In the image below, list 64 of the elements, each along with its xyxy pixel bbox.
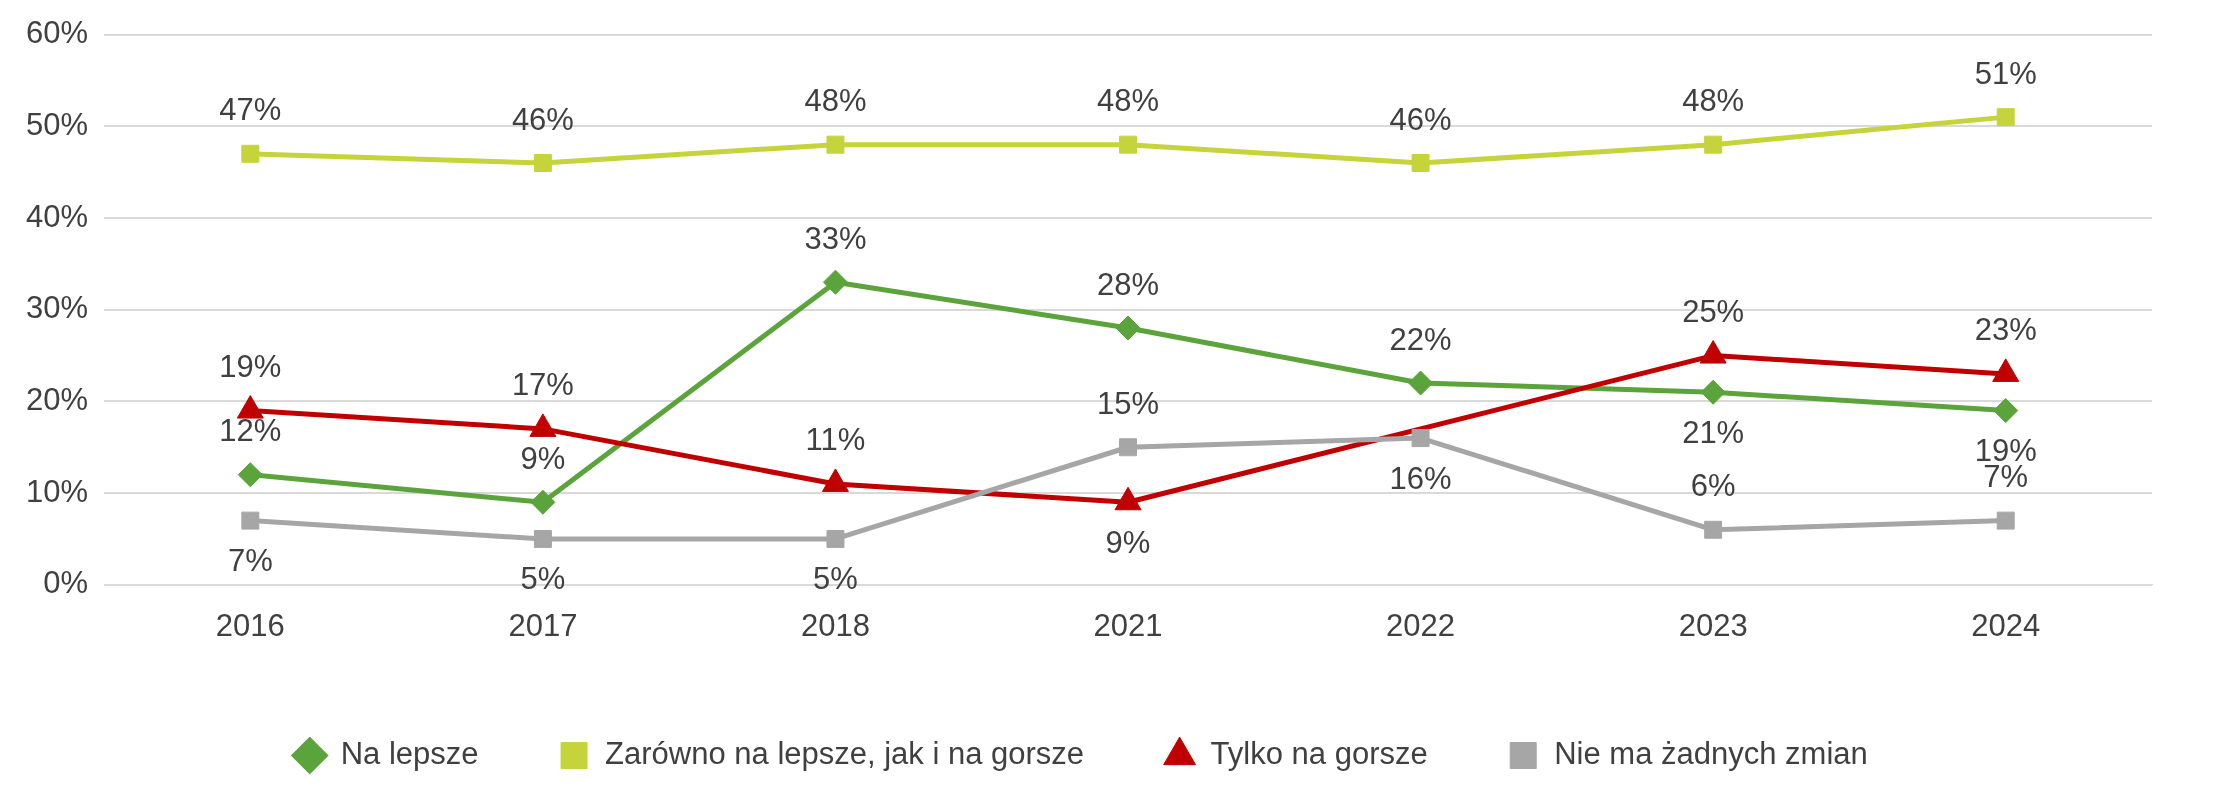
data-label: 5% (813, 561, 858, 597)
data-label: 19% (219, 349, 282, 385)
data-label: 51% (1974, 55, 2037, 91)
x-tick-label: 2018 (800, 607, 870, 643)
point (1700, 379, 1726, 405)
x-tick-label: 2023 (1678, 607, 1748, 643)
point (241, 144, 260, 163)
data-label: 9% (520, 440, 566, 476)
point (826, 135, 845, 154)
data-label: 25% (1682, 294, 1745, 330)
data-label: 21% (1682, 414, 1745, 450)
y-tick-label: 20% (26, 381, 89, 417)
legend-label: Nie ma żadnych zmian (1554, 736, 1868, 772)
point (1411, 429, 1430, 448)
x-tick-label: 2021 (1093, 607, 1163, 643)
data-label: 48% (1097, 83, 1160, 119)
point (1704, 520, 1723, 539)
y-tick-label: 40% (26, 198, 89, 234)
data-label: 23% (1974, 312, 2037, 348)
data-label: 9% (1105, 524, 1151, 560)
data-label: 33% (804, 220, 867, 256)
y-tick-label: 0% (43, 565, 89, 601)
point (1996, 511, 2015, 530)
data-label: 17% (511, 367, 574, 403)
data-label: 7% (227, 543, 273, 579)
point (822, 269, 848, 295)
data-label: 5% (520, 561, 566, 597)
data-label: 47% (219, 92, 282, 128)
y-tick-label: 10% (26, 473, 89, 509)
y-tick-label: 50% (26, 106, 89, 142)
data-label: 28% (1097, 266, 1160, 302)
x-tick-label: 2022 (1386, 607, 1456, 643)
data-label: 15% (1097, 385, 1160, 421)
point (1119, 438, 1138, 457)
point (1119, 135, 1138, 154)
data-label: 46% (511, 101, 574, 137)
point (1408, 370, 1434, 396)
x-tick-label: 2024 (1971, 607, 2041, 643)
data-label: 12% (219, 413, 282, 449)
data-label: 6% (1690, 468, 1736, 504)
point (1993, 398, 2019, 424)
point (530, 489, 556, 515)
data-label: 48% (1682, 83, 1745, 119)
x-tick-label: 2016 (215, 607, 285, 643)
data-label: 22% (1389, 321, 1452, 357)
point (1996, 108, 2015, 127)
data-label: 46% (1389, 101, 1452, 137)
data-label: 16% (1389, 460, 1452, 496)
x-tick-label: 2017 (508, 607, 578, 643)
y-tick-label: 60% (26, 15, 89, 51)
point (241, 511, 260, 530)
data-label: 48% (804, 83, 867, 119)
data-label: 11% (805, 422, 866, 458)
point (826, 529, 845, 548)
point (533, 154, 552, 172)
legend-label: Tylko na gorsze (1210, 736, 1428, 772)
point (237, 462, 263, 488)
legend-label: Zarówno na lepsze, jak i na gorsze (605, 736, 1085, 772)
point (1115, 315, 1141, 341)
point (533, 529, 552, 548)
point (1411, 154, 1430, 172)
legend-label: Na lepsze (340, 736, 479, 772)
y-tick-label: 30% (26, 290, 89, 326)
point (1704, 135, 1723, 154)
